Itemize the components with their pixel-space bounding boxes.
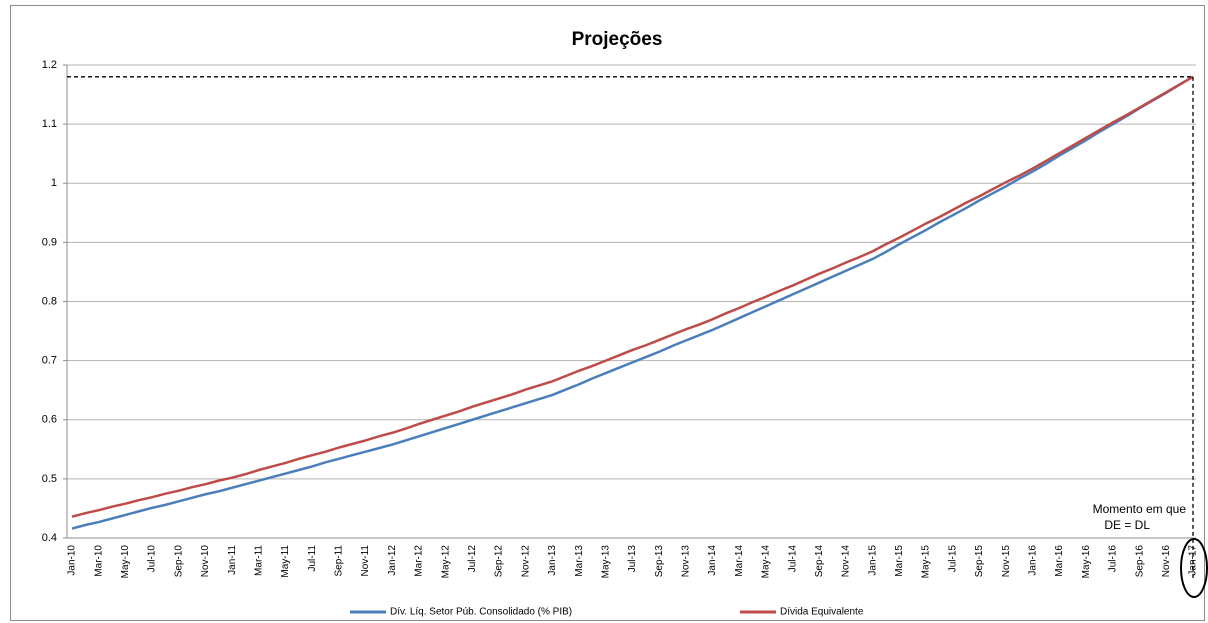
- x-tick-label: Sep-12: [494, 545, 505, 578]
- y-tick-label: 0.4: [42, 532, 57, 544]
- x-tick-label: Sep-15: [974, 545, 985, 578]
- x-tick-label: Nov-12: [520, 545, 531, 578]
- x-tick-label: Mar-15: [894, 545, 905, 577]
- x-tick-label: May-14: [761, 545, 772, 579]
- chart-frame: [10, 5, 1205, 621]
- line-series: [71, 75, 1194, 518]
- x-tick-label: Jul-14: [787, 545, 798, 573]
- x-tick-label: Nov-11: [360, 545, 371, 577]
- x-tick-label: Mar-12: [414, 545, 425, 577]
- x-tick-label: May-10: [120, 545, 131, 579]
- x-tick-label: Mar-11: [253, 545, 264, 576]
- y-tick-label: 1.1: [42, 118, 57, 130]
- line-series: [71, 75, 1194, 530]
- annotation: Momento em que: [1093, 502, 1187, 516]
- x-tick-label: Jul-11: [307, 545, 318, 572]
- x-tick-label: May-15: [921, 545, 932, 579]
- y-tick-label: 1: [51, 177, 57, 189]
- x-tick-label: Sep-10: [173, 545, 184, 578]
- x-tick-label: Jan-13: [547, 545, 558, 576]
- x-tick-label: Sep-16: [1134, 545, 1145, 578]
- highlight-circle: [1180, 538, 1208, 598]
- x-tick-label: Jan-12: [387, 545, 398, 576]
- y-tick-label: 1.2: [42, 59, 57, 71]
- y-tick-label: 0.9: [42, 236, 57, 248]
- x-tick-label: Nov-15: [1001, 545, 1012, 578]
- x-tick-label: Jan-11: [227, 545, 238, 575]
- x-tick-label: Jul-16: [1108, 545, 1119, 573]
- x-tick-label: Sep-11: [334, 545, 345, 577]
- legend-label: Dívida Equivalente: [780, 607, 864, 618]
- y-tick-label: 0.8: [42, 295, 57, 307]
- x-tick-label: Jan-10: [67, 545, 78, 576]
- x-tick-label: May-11: [280, 545, 291, 578]
- y-tick-label: 0.7: [42, 355, 57, 367]
- x-tick-label: Nov-13: [681, 545, 692, 578]
- x-tick-label: Jul-15: [947, 545, 958, 573]
- x-tick-label: Nov-16: [1161, 545, 1172, 578]
- x-tick-label: Nov-14: [841, 545, 852, 578]
- x-tick-label: May-13: [600, 545, 611, 579]
- x-tick-label: Mar-14: [734, 545, 745, 577]
- y-tick-label: 0.6: [42, 414, 57, 426]
- x-tick-label: Nov-10: [200, 545, 211, 578]
- x-tick-label: Mar-10: [93, 545, 104, 577]
- x-tick-label: May-12: [440, 545, 451, 579]
- x-tick-label: Sep-13: [654, 545, 665, 578]
- legend-label: Dív. Líq. Setor Púb. Consolidado (% PIB): [390, 607, 572, 618]
- x-tick-label: Jul-10: [147, 545, 158, 573]
- x-tick-label: Mar-16: [1054, 545, 1065, 577]
- x-tick-label: May-16: [1081, 545, 1092, 579]
- x-tick-label: Jul-12: [467, 545, 478, 573]
- x-tick-label: Mar-13: [574, 545, 585, 577]
- x-tick-label: Jan-15: [867, 545, 878, 576]
- x-tick-label: Sep-14: [814, 545, 825, 578]
- annotation: DE = DL: [1104, 518, 1150, 532]
- y-tick-label: 0.5: [42, 473, 57, 485]
- x-tick-label: Jan-14: [707, 545, 718, 576]
- x-tick-label: Jan-16: [1027, 545, 1038, 576]
- chart-title: Projeções: [572, 29, 663, 50]
- x-tick-label: Jul-13: [627, 545, 638, 573]
